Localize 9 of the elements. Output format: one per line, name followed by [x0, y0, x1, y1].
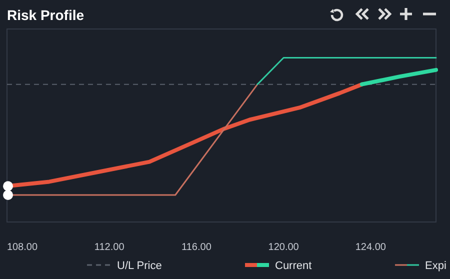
x-tick-label: 112.00: [94, 242, 125, 253]
x-tick-label: 120.00: [268, 242, 300, 253]
chart-title: Risk Profile: [7, 7, 84, 23]
x-tick-label: 108.00: [6, 242, 38, 253]
x-tick-label: 124.00: [355, 242, 386, 253]
legend-label: Expi: [425, 260, 446, 272]
legend-label: U/L Price: [117, 260, 162, 272]
x-tick-label: 116.00: [182, 242, 212, 253]
legend-label: Current: [275, 260, 312, 272]
